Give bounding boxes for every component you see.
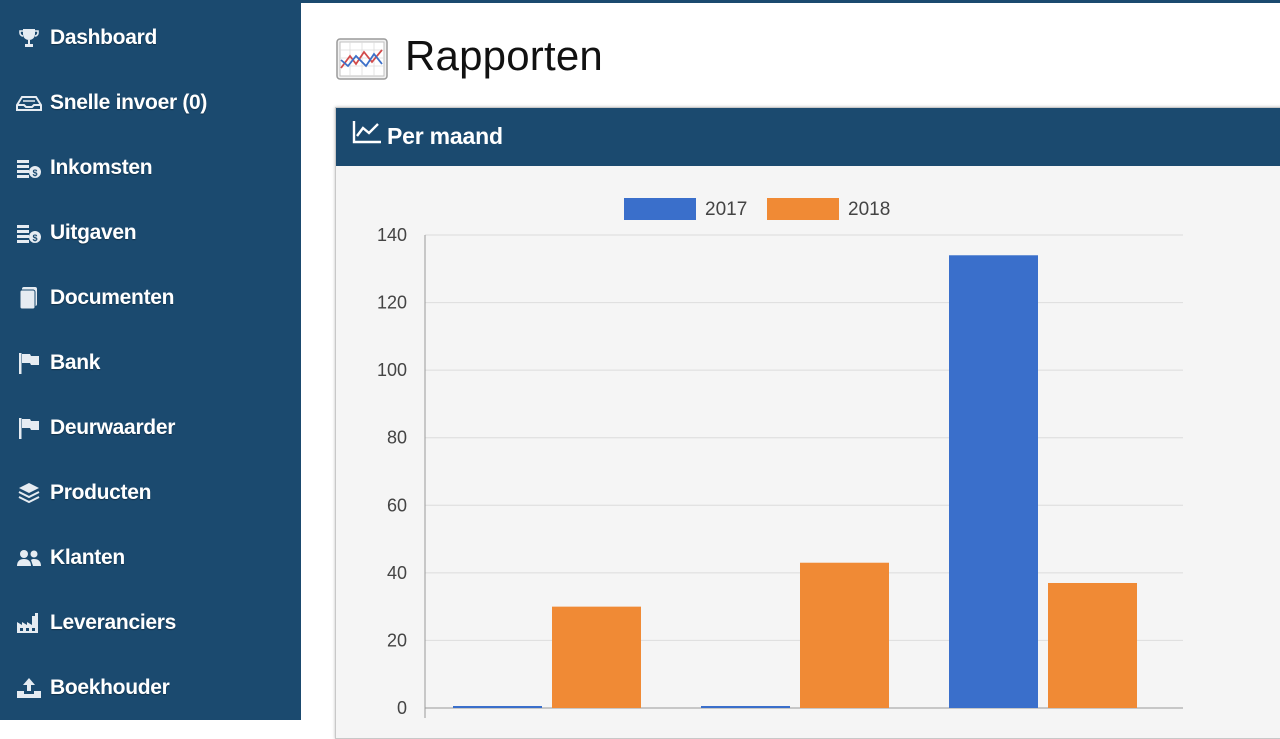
sidebar-item-label: Inkomsten [50,156,153,179]
report-chart-icon [336,38,388,80]
y-tick-label: 80 [387,428,407,448]
sidebar-item-boekhouder[interactable]: Boekhouder [0,668,301,708]
y-tick-label: 100 [377,360,407,380]
sidebar: Dashboard Snelle invoer (0) $ Inkomsten … [0,0,301,720]
y-tick-label: 140 [377,225,407,245]
sidebar-item-documenten[interactable]: Documenten [0,278,301,318]
sidebar-item-uitgaven[interactable]: $ Uitgaven [0,213,301,253]
legend-label-2018: 2018 [848,199,890,220]
users-icon [15,547,43,569]
bar-2017-1 [701,706,790,708]
sidebar-item-bank[interactable]: Bank [0,343,301,383]
bar-2018-1 [800,562,889,708]
y-tick-label: 40 [387,563,407,583]
sidebar-item-dashboard[interactable]: Dashboard [0,18,301,58]
sidebar-item-snelle-invoer[interactable]: Snelle invoer (0) [0,83,301,123]
bar-2018-2 [1048,582,1137,708]
sidebar-item-label: Dashboard [50,26,157,49]
factory-icon [15,612,43,634]
legend-label-2017: 2017 [705,199,747,220]
sidebar-item-leveranciers[interactable]: Leveranciers [0,603,301,643]
sidebar-item-label: Deurwaarder [50,416,176,439]
legend-swatch-2018 [767,198,839,220]
sidebar-item-label: Klanten [50,546,125,569]
layers-icon [15,482,43,504]
line-chart-icon [352,120,382,144]
sidebar-item-inkomsten[interactable]: $ Inkomsten [0,148,301,188]
bar-2017-0 [453,706,542,708]
sidebar-item-label: Snelle invoer (0) [50,91,208,114]
legend-swatch-2017 [624,198,696,220]
y-tick-label: 20 [387,630,407,650]
panel-header: Per maand [336,108,1280,166]
sidebar-item-label: Bank [50,351,101,374]
sidebar-item-label: Uitgaven [50,221,137,244]
sidebar-item-deurwaarder[interactable]: Deurwaarder [0,408,301,448]
sidebar-item-label: Boekhouder [50,676,170,699]
monthly-bar-chart: 0 20 40 60 80 100 120 140 2017 2018 [377,198,1183,718]
flag-icon [15,352,43,374]
page-title: Rapporten [405,32,603,79]
coins-icon: $ [15,222,43,244]
coins-icon: $ [15,157,43,179]
bar-2017-2 [949,255,1038,708]
sidebar-item-label: Documenten [50,286,175,309]
bar-2018-0 [552,606,641,708]
y-tick-label: 120 [377,293,407,313]
panel-title: Per maand [387,123,503,149]
top-border [301,0,1280,3]
y-tick-label: 0 [397,698,407,718]
trophy-icon [15,27,43,49]
sidebar-item-producten[interactable]: Producten [0,473,301,513]
upload-icon [15,677,43,699]
svg-text:$: $ [32,233,37,243]
flag-icon [15,417,43,439]
svg-text:$: $ [32,168,37,178]
sidebar-item-label: Producten [50,481,152,504]
document-icon [15,287,43,310]
inbox-icon [15,92,43,114]
y-tick-label: 60 [387,495,407,515]
sidebar-item-label: Leveranciers [50,611,176,634]
sidebar-item-klanten[interactable]: Klanten [0,538,301,578]
